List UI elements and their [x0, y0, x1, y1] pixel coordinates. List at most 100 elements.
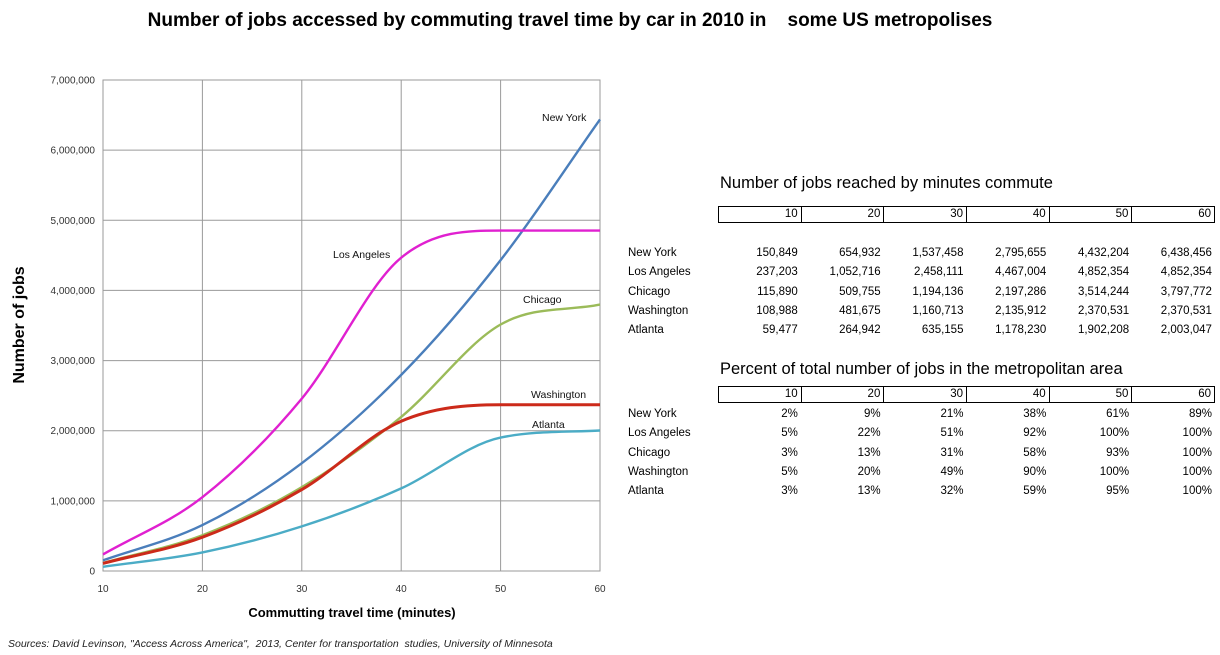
table2-row-label: Chicago: [628, 446, 671, 459]
table2-row: Washington 5% 20% 49% 90% 100% 100%: [628, 463, 1215, 482]
table2-cell: 5%: [781, 465, 798, 478]
series-line-los-angeles: [102, 229, 600, 556]
table1-cell: 2,197,286: [995, 285, 1047, 298]
chart-grid: 0 1,000,000 2,000,000 3,000,000 4,000,000 5,0…: [51, 76, 606, 596]
table1-column-header-cell: 10: [718, 206, 802, 223]
table2-cell: 32%: [940, 485, 964, 498]
table1-cell: 115,890: [757, 285, 798, 298]
table1-cell: 2,370,531: [1160, 304, 1212, 317]
table1-cell: 4,467,004: [995, 266, 1047, 279]
y-axis-title: Number of jobs: [11, 266, 28, 383]
table1-cell: 635,155: [921, 324, 964, 337]
table2-row: Atlanta 3% 13% 32% 59% 95% 100%: [628, 482, 1215, 501]
table1-column-header-cell: 20: [800, 206, 885, 223]
table2-cell: 31%: [940, 446, 964, 459]
table1-cell: 1,160,713: [912, 304, 964, 317]
table2-cell: 100%: [1099, 427, 1130, 440]
table2-cell: 95%: [1106, 485, 1130, 498]
table2-cell: 13%: [857, 446, 881, 459]
table1-row: New York 150,849 654,932 1,537,458 2,795,655…: [628, 244, 1215, 263]
table2-row: New York 2% 9% 21% 38% 61% 89%: [628, 405, 1215, 424]
table1-cell: 150,849: [756, 247, 798, 259]
table1-row-label: New York: [628, 247, 677, 259]
table2-cell: 59%: [1023, 485, 1047, 498]
series-label-los-angeles: Los Angeles: [333, 249, 390, 261]
table1-row-label: Los Angeles: [628, 266, 691, 279]
table2-cell: 89%: [1188, 408, 1212, 420]
table1-row-label: Chicago: [628, 285, 671, 298]
table1-row: Atlanta 59,477 264,942 635,155 1,178,230 1,90…: [628, 321, 1215, 340]
series-label-new-york: New York: [542, 112, 587, 124]
x-tick-label: 40: [396, 584, 408, 595]
y-tick-label: 6,000,000: [51, 146, 96, 157]
x-tick-label: 20: [197, 584, 209, 595]
y-tick-label: 7,000,000: [51, 76, 96, 87]
table1-cell: 509,755: [839, 285, 881, 298]
table1-cell: 1,902,208: [1077, 324, 1130, 337]
y-tick-label: 4,000,000: [51, 286, 96, 297]
x-tick-label: 30: [296, 584, 308, 595]
table2-column-header-cell: 20: [800, 386, 885, 403]
table2-column-header-cell: 10: [718, 386, 802, 403]
x-tick-label: 50: [495, 584, 507, 595]
line-chart: 0 1,000,000 2,000,000 3,000,000 4,000,000 5,0…: [11, 76, 606, 621]
table2-column-header-cell: 30: [883, 386, 968, 403]
table1-title: Number of jobs reached by minutes commut…: [720, 174, 1053, 192]
table2-cell: 100%: [1182, 465, 1212, 478]
table2-cell: 93%: [1106, 446, 1130, 459]
table2-cell: 3%: [781, 446, 798, 459]
table1-cell: 6,438,456: [1160, 247, 1212, 259]
table1-cell: 1,178,230: [995, 324, 1047, 337]
table1-cell: 2,458,111: [914, 266, 964, 279]
table1-cell: 108,988: [756, 304, 798, 317]
table1-column-header: 10 20 30 40 50 60: [718, 206, 1216, 223]
table2-cell: 100%: [1182, 427, 1212, 440]
table1-cell: 2,795,655: [995, 247, 1047, 259]
y-tick-label: 3,000,000: [51, 356, 96, 367]
table1-cell: 4,852,354: [1077, 266, 1130, 279]
table1-row-label: Atlanta: [628, 324, 664, 337]
table2-cell: 5%: [781, 427, 798, 440]
table2-cell: 21%: [940, 408, 964, 420]
series-label-washington: Washington: [531, 389, 586, 401]
table1-cell: 1,052,716: [829, 266, 881, 279]
table1-cell: 2,135,912: [995, 304, 1047, 317]
y-tick-label: 2,000,000: [51, 426, 96, 437]
table1-cell: 59,477: [762, 324, 798, 337]
table1-cell: 4,432,204: [1077, 247, 1130, 259]
table1-cell: 2,003,047: [1160, 324, 1212, 337]
table1-cell: 3,797,772: [1160, 285, 1212, 298]
table1-row: Los Angeles 237,203 1,052,716 2,458,111 4,46…: [628, 263, 1215, 282]
table2-cell: 20%: [857, 465, 881, 478]
table2-cell: 51%: [940, 427, 964, 440]
series-line-washington: [102, 403, 600, 565]
table1-cell: 1,194,136: [912, 285, 964, 298]
y-tick-label: 5,000,000: [51, 216, 96, 227]
table2-column-header-cell: 60: [1131, 386, 1216, 403]
table1-cell: 2,370,531: [1077, 304, 1130, 317]
table2-row-label: Washington: [628, 465, 689, 478]
table1-row-label: Washington: [628, 304, 689, 317]
table1-column-header-cell: 30: [883, 206, 968, 223]
table2-cell: 90%: [1023, 465, 1047, 478]
x-axis-title: Commutting travel time (minutes): [248, 605, 455, 620]
x-tick-label: 10: [97, 584, 109, 595]
series-line-new-york: [102, 118, 601, 562]
table2-row: Chicago 3% 13% 31% 58% 93% 100%: [628, 444, 1215, 463]
table2-row-label: Los Angeles: [628, 427, 691, 440]
table2-row: Los Angeles 5% 22% 51% 92% 100% 100%: [628, 424, 1215, 443]
table2-cell: 92%: [1023, 427, 1047, 440]
table2-cell: 3%: [781, 485, 798, 498]
x-tick-label: 60: [594, 584, 606, 595]
table2-cell: 9%: [864, 408, 881, 420]
table1-cell: 481,675: [839, 304, 881, 317]
table1-column-header-cell: 40: [966, 206, 1050, 223]
table2-cell: 100%: [1182, 485, 1212, 498]
table1-row: Washington 108,988 481,675 1,160,713 2,135,9…: [628, 302, 1215, 321]
table1-column-header-cell: 50: [1048, 206, 1133, 223]
table2-cell: 49%: [940, 465, 964, 478]
page-title: Number of jobs accessed by commuting tra…: [147, 10, 993, 31]
series-label-chicago: Chicago: [523, 294, 562, 306]
table2-cell: 100%: [1182, 446, 1212, 459]
table2-cell: 22%: [857, 427, 881, 440]
